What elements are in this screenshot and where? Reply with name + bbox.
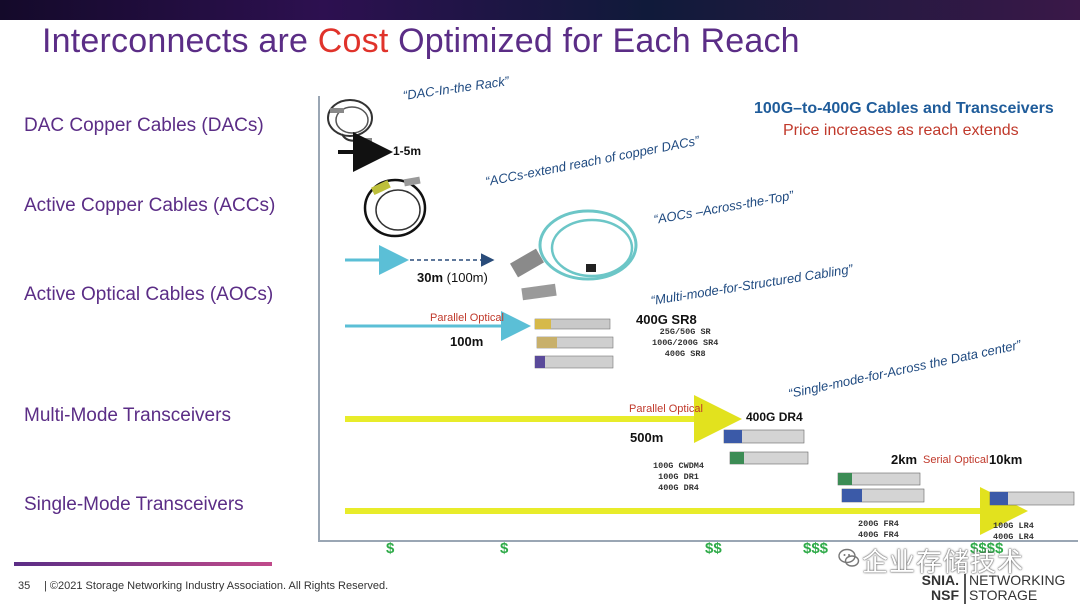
reach-aoc-main: 30m [417,270,444,285]
y-axis [318,96,320,542]
serial-optical: Serial Optical [923,454,989,466]
logo-storage: STORAGE [969,587,1038,603]
product-lr-list: 100G LR4 400G LR4 [993,521,1034,542]
category-aoc: Active Optical Cables (AOCs) [24,284,274,305]
wechat-icon [838,548,860,567]
dr4-transceiver-image [723,429,809,465]
product-dr4-title: 400G DR4 [746,410,803,424]
product-dr-list: 100G CWDM4 100G DR1 400G DR4 [653,461,705,493]
cost-tick-2: $ [500,540,509,557]
header-banner [0,0,1080,20]
title-post: Optimized for Each Reach [388,22,800,60]
cost-tick-3: $$ [705,540,722,557]
title-pre: Interconnects are [42,22,318,60]
reach-2km: 2km [891,452,918,467]
dac-cable-image [327,99,373,143]
logo-networking: NETWORKING [969,572,1066,588]
cost-tick-1: $ [386,540,395,557]
page-number: 35 [18,580,31,592]
cost-tick-5: $$$$ [970,540,1004,557]
category-singlemode: Single-Mode Transceivers [24,494,244,515]
legend-heading: 100G–to-400G Cables and Transceivers [754,100,1054,117]
reach-multimode: 100m [450,334,484,349]
logo-divider [964,574,966,604]
footer-accent-line [14,562,272,566]
parallel-optical-mm: Parallel Optical [430,312,504,324]
title-accent: Cost [317,22,389,60]
fr4-transceiver-image [837,472,925,503]
category-acc: Active Copper Cables (ACCs) [24,195,276,216]
legend-subheading: Price increases as reach extends [783,122,1019,139]
snia-logo: SNIA. NSF [913,573,959,603]
product-sr8-title: 400G SR8 [636,312,697,327]
networking-storage-logo: NETWORKING STORAGE [969,573,1065,603]
product-sr-list: 25G/50G SR 100G/200G SR4 400G SR8 [652,327,719,359]
x-axis [318,540,1078,542]
snia-logo-line1: SNIA. [921,572,959,588]
product-fr-list: 200G FR4 400G FR4 [858,519,899,540]
category-dac: DAC Copper Cables (DACs) [24,115,264,136]
reach-dac: 1-5m [393,144,422,158]
acc-cable-image [363,176,427,238]
sr-transceiver-image [534,318,614,369]
reach-dr: 500m [630,430,664,445]
category-multimode: Multi-Mode Transceivers [24,405,231,426]
page-title: Interconnects are Cost Optimized for Eac… [42,22,800,61]
copyright-text: | ©2021 Storage Networking Industry Asso… [44,580,389,592]
watermark-text: 企业存储技术 [862,547,1025,577]
reach-aoc: 30m (100m) [417,270,488,285]
aoc-cable-image [510,209,638,301]
parallel-optical-dr: Parallel Optical [629,403,703,415]
reach-10km: 10km [989,452,1023,467]
reach-aoc-extra: (100m) [446,270,488,285]
snia-logo-line2: NSF [931,587,959,603]
cost-tick-4: $$$ [803,540,829,557]
lr4-transceiver-image [989,491,1075,506]
